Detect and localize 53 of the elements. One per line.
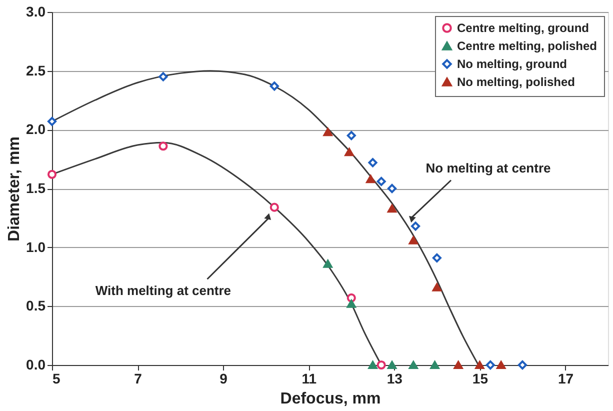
x-tick-label: 15 — [472, 370, 488, 386]
point — [47, 116, 57, 126]
annotation: No melting at centre — [426, 160, 551, 176]
point — [432, 283, 442, 292]
point — [270, 202, 279, 212]
point — [387, 204, 397, 213]
point — [432, 253, 442, 262]
point — [323, 260, 332, 268]
point — [387, 184, 397, 194]
point — [344, 148, 354, 156]
point — [454, 360, 463, 370]
point — [430, 360, 440, 370]
point — [323, 128, 332, 136]
point — [47, 170, 57, 179]
y-tick-label: 1.0 — [26, 238, 46, 255]
point — [346, 131, 356, 140]
x-tick-label: 13 — [386, 370, 403, 386]
point — [408, 236, 418, 244]
point — [376, 176, 386, 186]
point — [408, 360, 418, 370]
point — [518, 360, 527, 370]
y-axis-title: Diameter, mm — [6, 136, 24, 242]
annotation: With melting at centre — [95, 282, 232, 298]
point — [346, 300, 356, 308]
y-tick-label: 3.0 — [26, 4, 46, 20]
x-axis-title: Defocus, mm — [280, 390, 381, 408]
point — [270, 82, 279, 91]
y-tick-label: 1.5 — [26, 180, 46, 196]
point — [387, 360, 397, 370]
y-tick-label: 0.5 — [26, 298, 46, 314]
legend-label: No melting, ground — [457, 57, 567, 71]
x-tick-label: 9 — [220, 370, 228, 386]
x-tick-label: 7 — [134, 370, 142, 386]
point — [366, 175, 376, 184]
y-tick-label: 0.0 — [26, 356, 46, 372]
point — [486, 360, 495, 370]
point — [346, 293, 356, 302]
legend-label: No melting, polished — [457, 75, 576, 89]
point — [475, 360, 484, 370]
point — [411, 222, 420, 231]
point — [496, 360, 506, 370]
x-tick-label: 17 — [558, 370, 574, 386]
point — [158, 142, 168, 151]
point — [376, 360, 386, 370]
y-tick-label: 2.0 — [26, 121, 46, 138]
x-tick-label: 5 — [52, 370, 60, 386]
legend-label: Centre melting, ground — [457, 21, 589, 35]
x-tick-label: 11 — [302, 370, 317, 386]
point — [368, 360, 378, 370]
y-tick-label: 2.5 — [26, 62, 46, 78]
legend-label: Centre melting, polished — [457, 39, 598, 53]
point — [368, 158, 378, 168]
point — [158, 72, 168, 82]
